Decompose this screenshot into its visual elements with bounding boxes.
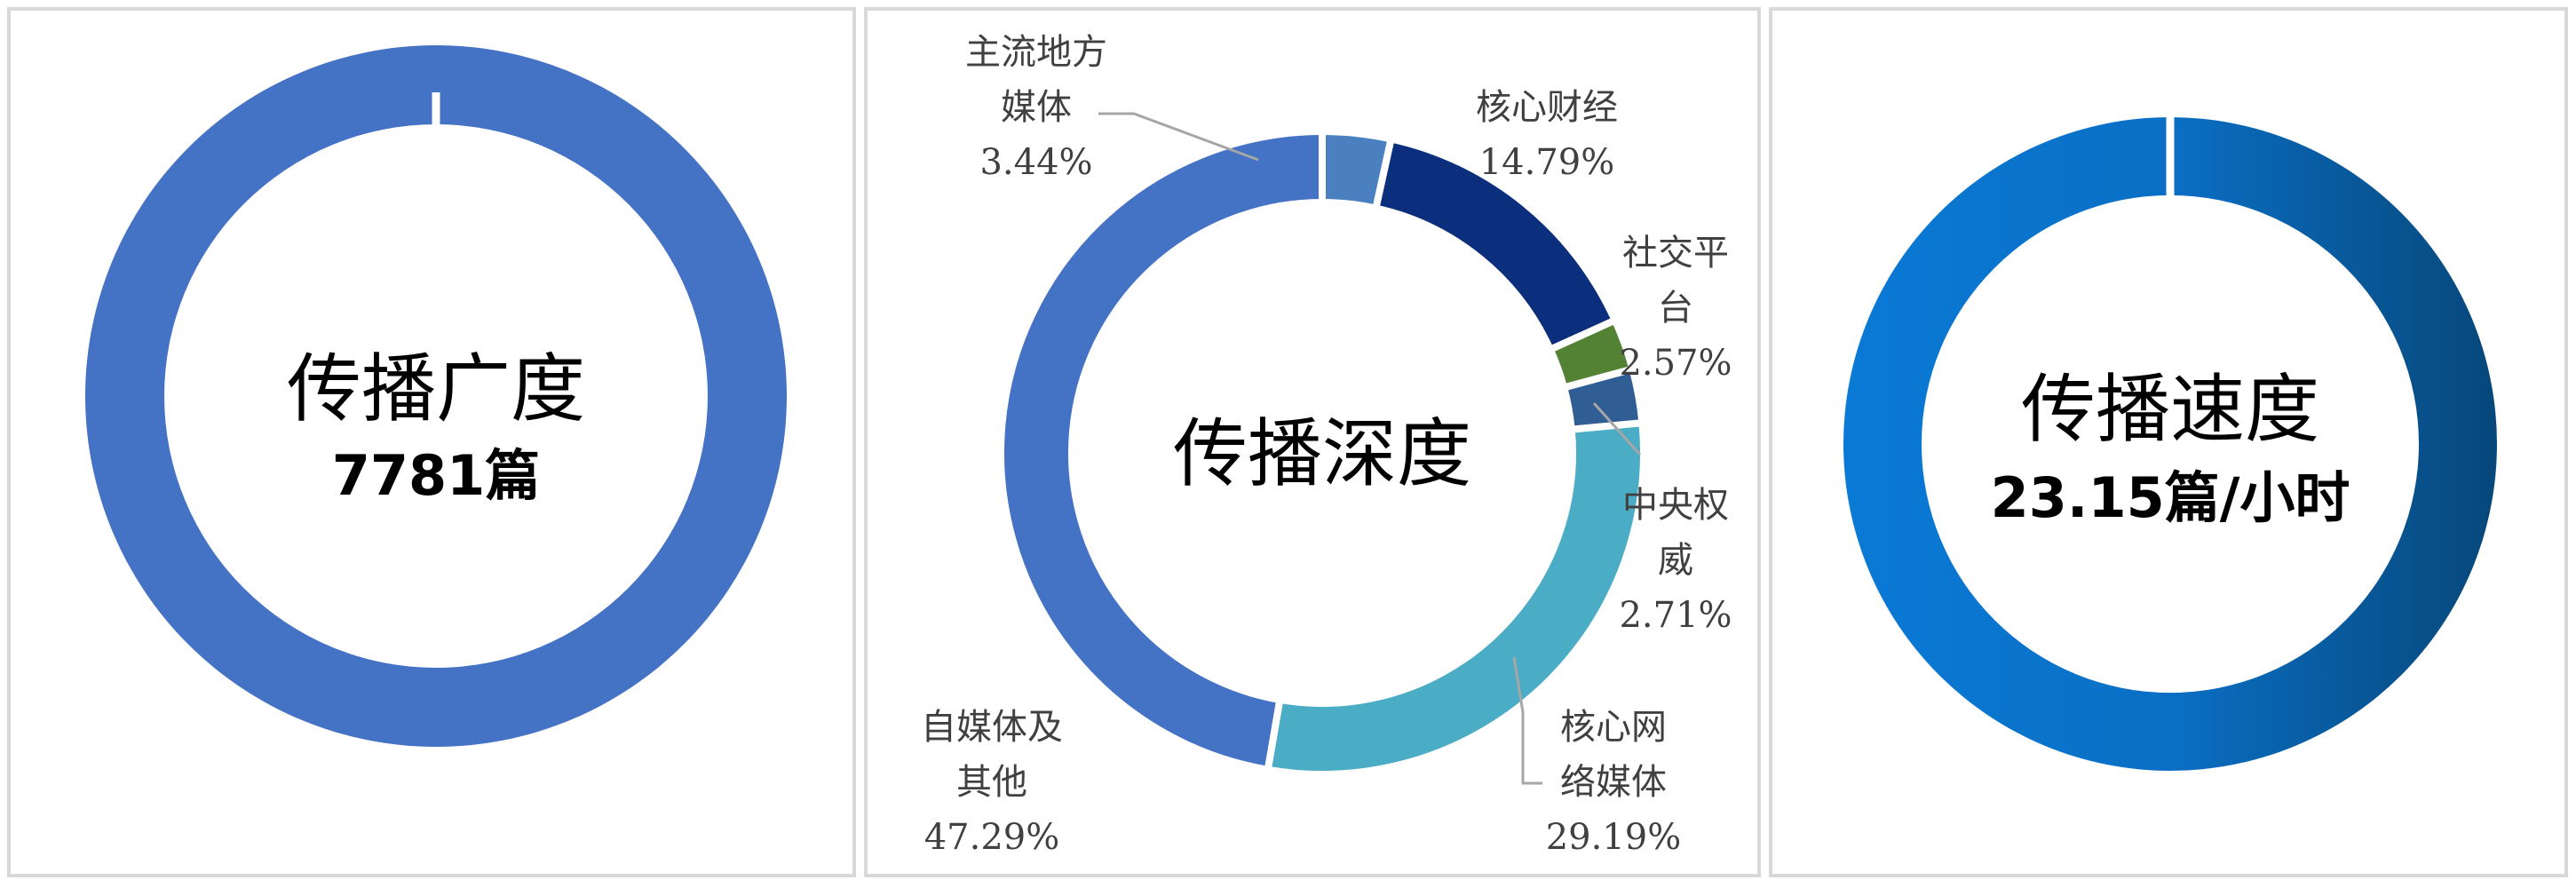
depth-slice-category-label: 核心财经 [1476,87,1618,128]
depth-slice-category-label: 主流地方 [965,32,1107,73]
speed-value: 23.15篇/小时 [1991,465,2350,530]
depth-slice [1264,418,1647,778]
depth-slice-percent-label: 47.29% [924,817,1060,858]
depth-title: 传播深度 [1173,410,1471,497]
depth-slice-category-label: 核心网 [1560,707,1667,748]
depth-slice-percent-label: 2.57% [1619,343,1732,384]
depth-slice [997,127,1326,774]
depth-leader-line [1098,112,1259,162]
depth-slice-percent-label: 2.71% [1619,595,1732,636]
speed-title: 传播速度 [2021,366,2319,453]
depth-slice-category-label: 台 [1658,288,1693,329]
depth-leader-line [1512,656,1542,785]
depth-slice-category-label: 中央权 [1622,485,1729,526]
depth-slice-category-label: 媒体 [1001,87,1072,128]
depth-slice-percent-label: 3.44% [979,142,1092,183]
depth-panel: 主流地方媒体 3.44% 核心财经 14.79% 社交平台 2.57% 中央权威 2.71% 核… [864,7,1761,877]
speed-donut-chart: 传播速度 23.15篇/小时 [1843,117,2497,771]
depth-slice-category-label: 威 [1658,540,1693,581]
depth-slice-category-label: 其他 [956,762,1027,803]
depth-leader-line [1592,401,1642,456]
depth-slice-percent-label: 14.79% [1479,142,1615,183]
breadth-donut-chart: 传播广度 7781篇 [85,45,787,747]
speed-panel: 传播速度 23.15篇/小时 [1769,7,2568,877]
breadth-panel: 传播广度 7781篇 [7,7,856,877]
depth-slice-category-label: 社交平 [1622,233,1729,274]
depth-slice-category-label: 自媒体及 [921,707,1063,748]
breadth-value: 7781篇 [332,443,541,508]
breadth-title: 传播广度 [287,345,585,432]
depth-slice-category-label: 络媒体 [1560,762,1667,803]
depth-slice-percent-label: 29.19% [1546,817,1682,858]
